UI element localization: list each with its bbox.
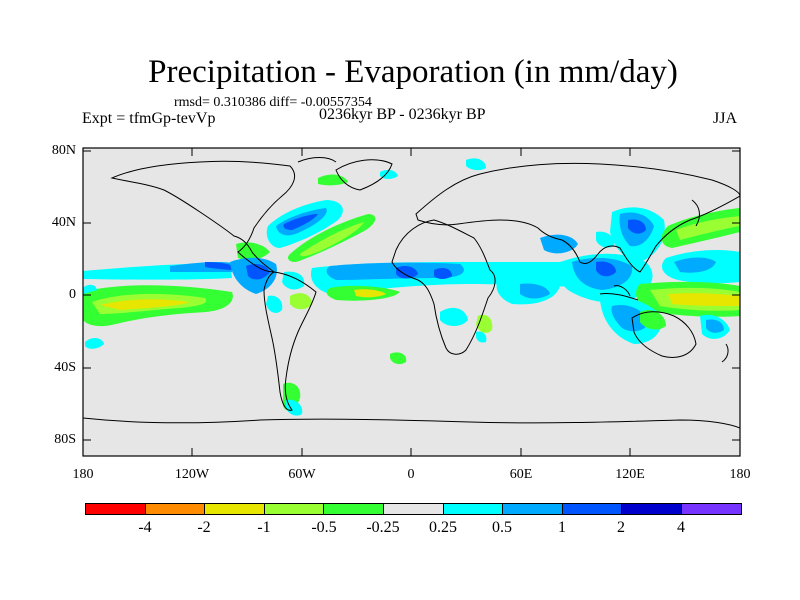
colorbar-cell <box>85 503 146 515</box>
lon-label-0: 0 <box>407 467 415 482</box>
lon-label-180w: 180 <box>72 467 94 482</box>
pacific-dry-anomaly <box>83 284 233 349</box>
rmsd-diff-stats: rmsd= 0.310386 diff= -0.00557354 <box>174 95 372 110</box>
colorbar-label: -2 <box>197 519 211 536</box>
colorbar-cell <box>621 503 682 515</box>
colorbar-cell <box>204 503 265 515</box>
colorbar-cell <box>144 503 206 515</box>
colorbar-cell <box>442 503 504 515</box>
colorbar-label: -0.5 <box>311 519 337 536</box>
colorbar-cell <box>323 503 384 515</box>
pacific-itcz-anomaly <box>83 262 236 280</box>
period-label: 0236kyr BP - 0236kyr BP <box>319 106 486 123</box>
lat-label-40s: 40S <box>54 360 76 375</box>
lat-label-40n: 40N <box>51 215 76 230</box>
lon-label-60e: 60E <box>509 467 533 482</box>
colorbar-cell <box>561 503 623 515</box>
colorbar-cell <box>383 503 444 515</box>
colorbar-cell <box>681 503 742 515</box>
axis-ticks <box>83 148 740 456</box>
colorbar-label: 1 <box>558 519 566 536</box>
plot-title: Precipitation - Evaporation (in mm/day) <box>148 54 678 90</box>
colorbar-cell <box>263 503 325 515</box>
colorbar-label: -0.25 <box>366 519 400 536</box>
lon-label-60w: 60W <box>288 467 316 482</box>
lon-label-180e: 180 <box>729 467 751 482</box>
colorbar-label: 0.5 <box>492 519 512 536</box>
colorbar-cell <box>502 503 563 515</box>
experiment-label: Expt = tfmGp-tevVp <box>82 110 216 127</box>
north-atlantic-anomaly <box>266 169 398 262</box>
colorbar-label: 4 <box>677 519 685 536</box>
colorbar-label: 0.25 <box>429 519 457 536</box>
colorbar-label: 2 <box>617 519 625 536</box>
lon-label-120e: 120E <box>615 467 645 482</box>
colorbar-label: -4 <box>138 519 152 536</box>
coastlines <box>83 157 740 429</box>
lat-label-0: 0 <box>69 287 76 302</box>
colorbar-label: -1 <box>257 519 271 536</box>
lon-label-120w: 120W <box>174 467 210 482</box>
lat-label-80n: 80N <box>51 143 76 158</box>
lat-label-80s: 80S <box>54 432 76 447</box>
asia-pacific-anomaly <box>555 207 740 344</box>
atlantic-african-itcz-anomaly <box>310 158 615 365</box>
season-label: JJA <box>713 110 738 127</box>
